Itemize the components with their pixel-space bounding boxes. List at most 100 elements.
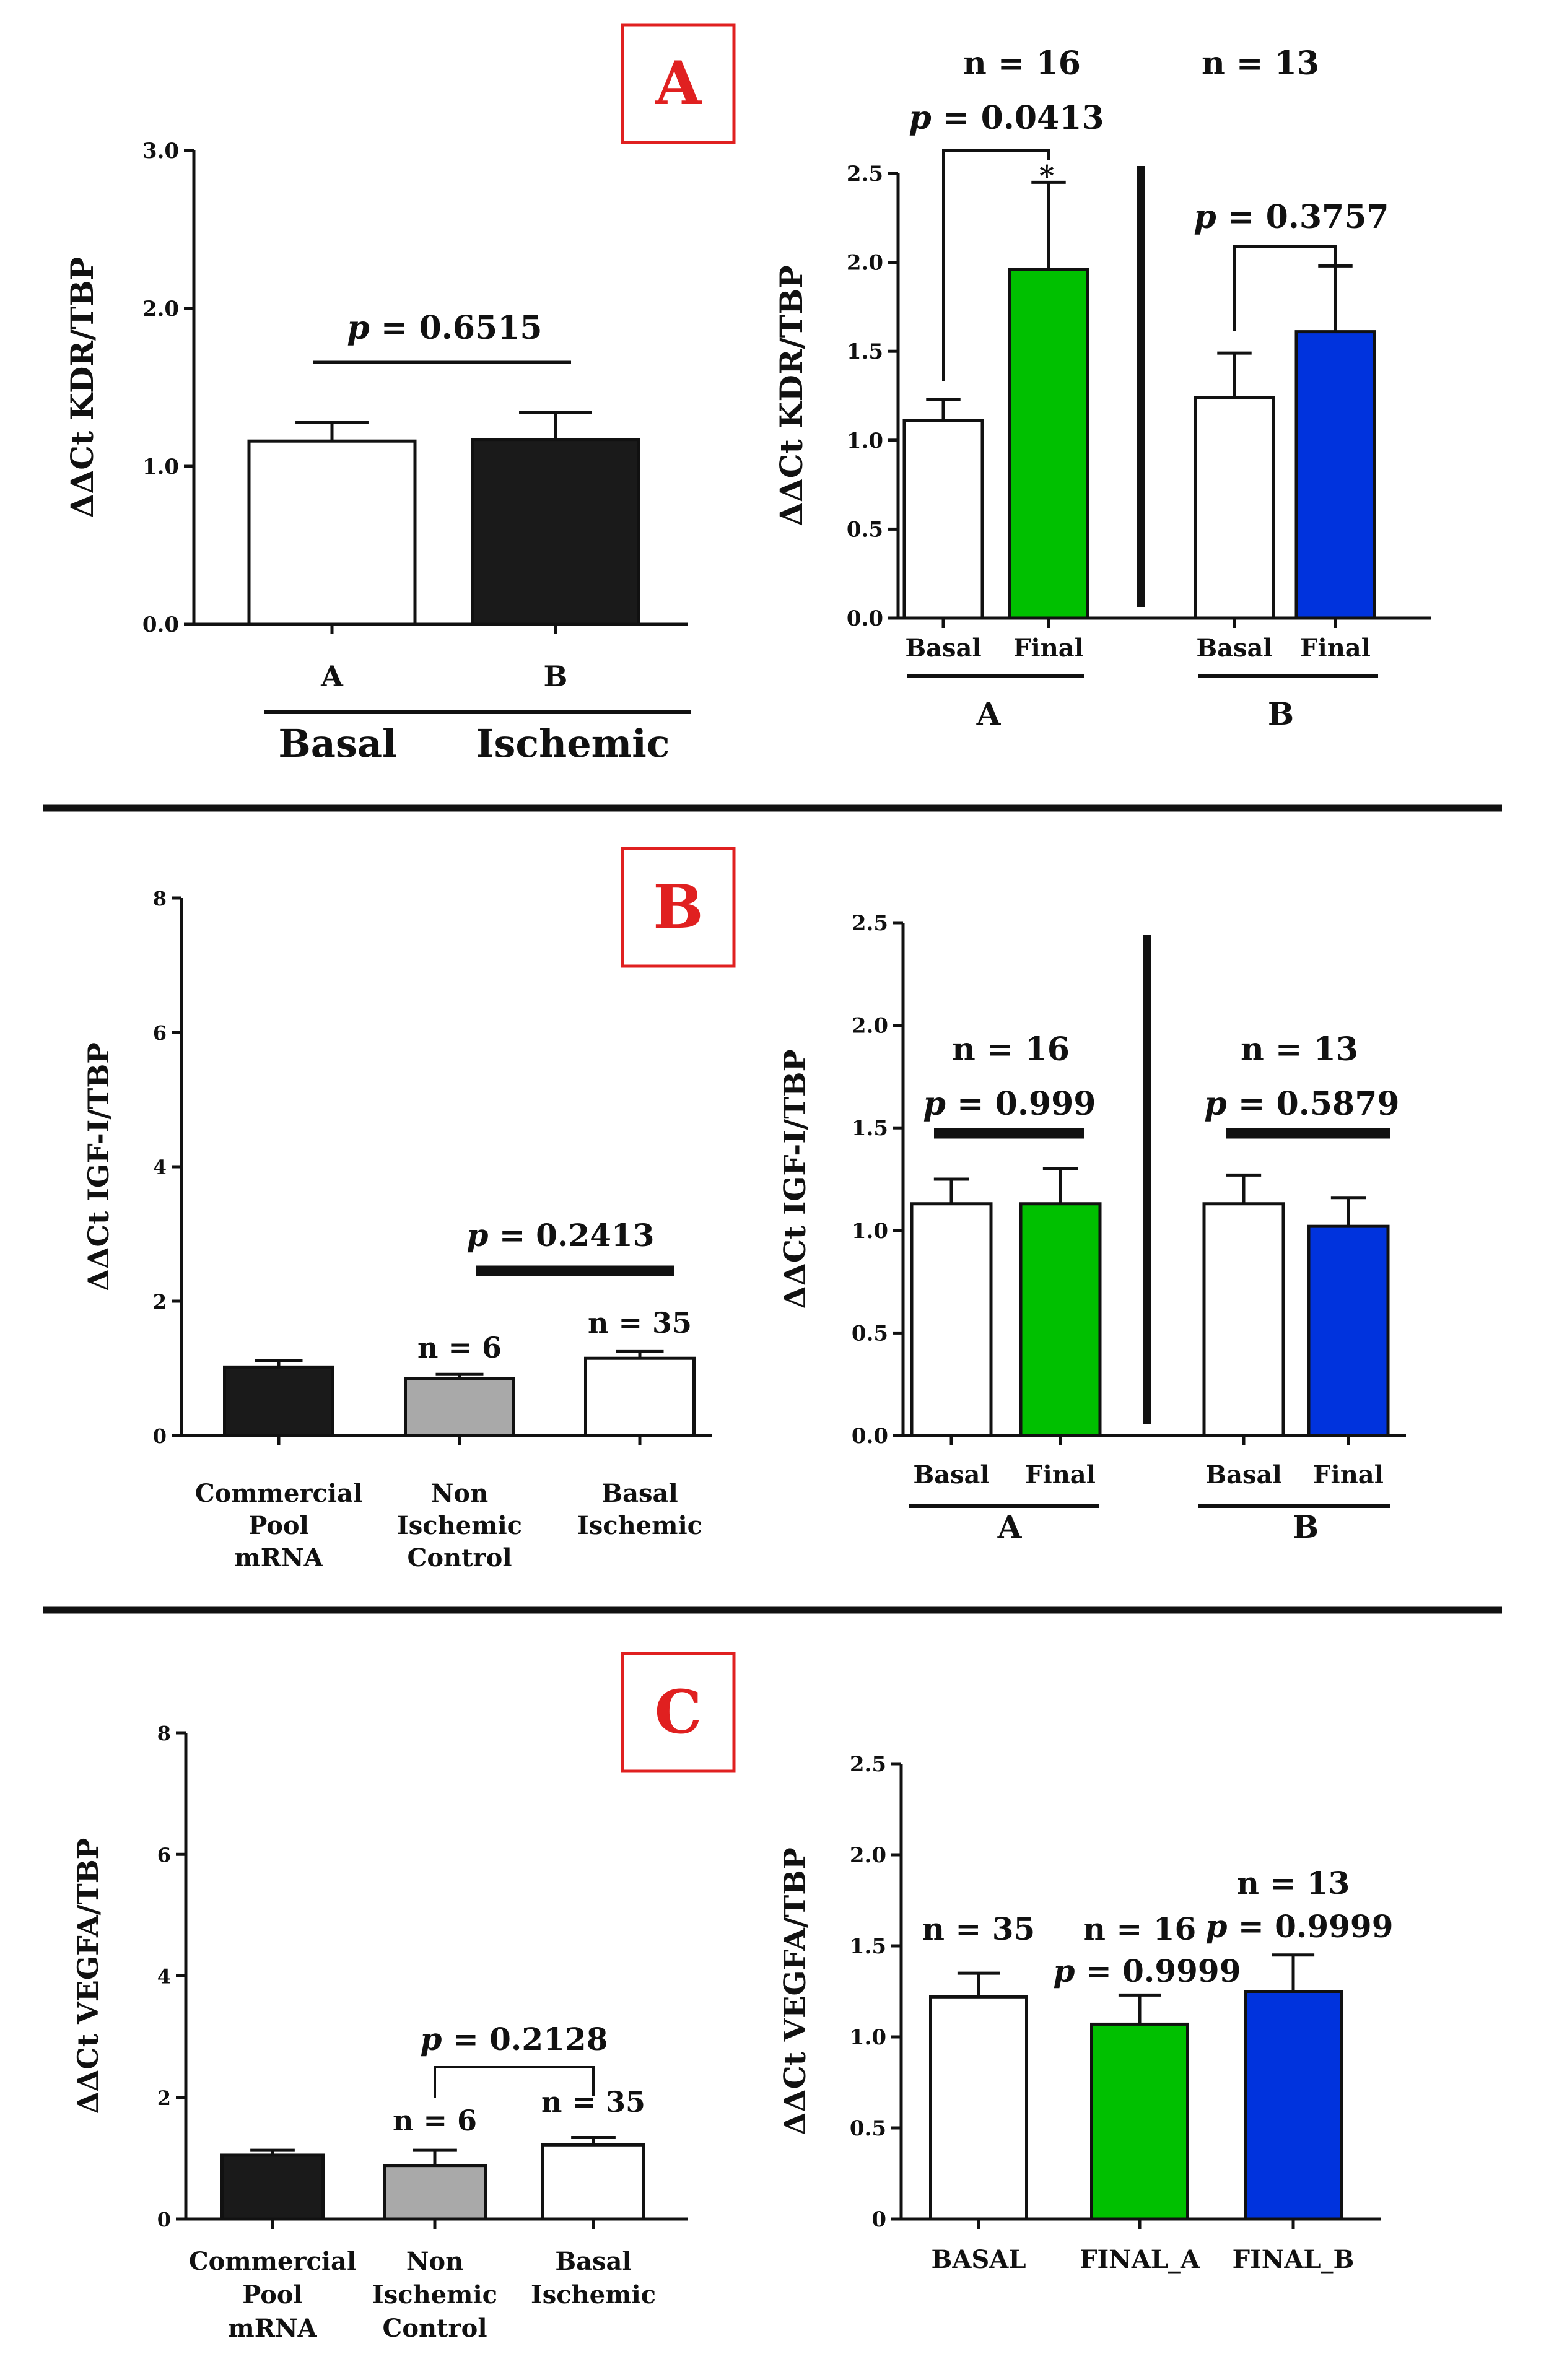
a-right-significance-star: * (1039, 159, 1054, 193)
b_left-y-tick-label: 0 (153, 1424, 167, 1448)
a-right-group-label: B (1268, 695, 1294, 732)
b_right-y-tick-label: 2.0 (852, 1014, 888, 1039)
b_left-y-tick-label: 8 (153, 887, 167, 910)
b-right-category-label: Final (1025, 1460, 1096, 1489)
c-right-n-label: n = 35 (922, 1911, 1036, 1947)
c-right-n-label: n = 13 (1237, 1865, 1350, 1901)
c_right-y-tick-label: 1.5 (850, 1934, 886, 1959)
c-left-category-label: Ischemic (531, 2280, 656, 2309)
b-right-category-label: Basal (1205, 1460, 1281, 1489)
b_right-y-axis-title: ΔΔCt IGF-I/TBP (778, 1049, 813, 1309)
panel-label-box (621, 1652, 736, 1773)
panel-label: B (653, 872, 703, 942)
b_left-bar-0 (223, 1365, 334, 1437)
b_right-y-tick-label: 2.5 (852, 911, 888, 936)
b_left-y-axis-title: ΔΔCt IGF-I/TBP (82, 1042, 115, 1291)
c_left-bar-2 (541, 2143, 645, 2221)
a_left-y-axis-title: ΔΔCt KDR/TBP (64, 257, 100, 518)
c_left-bar-1 (383, 2164, 487, 2221)
c-left-category-label: Control (382, 2314, 487, 2343)
a_right-y-tick-label: 2.5 (847, 162, 883, 186)
b-left-p-value: p = 0.2413 (466, 1217, 654, 1253)
c-left-category-label: Commercial (189, 2247, 356, 2276)
c_right-y-tick-label: 0 (871, 2207, 886, 2232)
a_right-bar-0 (902, 419, 984, 620)
a_right-bar-3 (1294, 330, 1376, 620)
a-left-p-value: p = 0.6515 (347, 309, 542, 347)
b_left-bar-1 (404, 1377, 515, 1437)
c-left-category-label: Non (406, 2247, 463, 2276)
c-right-category-label: FINAL_B (1233, 2245, 1355, 2274)
b-left-category-label: Non (431, 1479, 488, 1508)
b-left-category-label: Ischemic (577, 1511, 702, 1540)
b_left-y-tick-label: 4 (153, 1156, 167, 1179)
panel-label: A (655, 48, 702, 118)
a_left-y-tick-label: 3.0 (142, 139, 179, 163)
c-right-p-value: p = 0.9999 (1053, 1953, 1241, 1989)
c_right-y-tick-label: 2.0 (850, 1843, 886, 1868)
c-left-category-label: Ischemic (372, 2280, 497, 2309)
b_left-y-tick-label: 2 (153, 1290, 167, 1314)
a_left-y-tick-label: 2.0 (142, 297, 179, 321)
b-right-n-label: n = 13 (1241, 1031, 1358, 1068)
b-left-category-label: Basal (601, 1479, 678, 1508)
c_right-bar-2 (1244, 1990, 1343, 2221)
b_left-bar-2 (584, 1356, 696, 1437)
a_right-y-axis-title: ΔΔCt KDR/TBP (773, 265, 810, 526)
c_left-y-axis-title: ΔΔCt VEGFA/TBP (71, 1838, 105, 2114)
a-right-p-bracket-2 (1233, 245, 1337, 331)
c_right-y-axis-title: ΔΔCt VEGFA/TBP (778, 1847, 813, 2135)
b_right-bar-0 (910, 1202, 993, 1437)
c-left-category-label: mRNA (228, 2314, 317, 2343)
c_left-bar-0 (220, 2153, 325, 2221)
a-left-category-label: B (544, 660, 568, 693)
panel-label-box (621, 847, 736, 968)
a-left-group-label: Basal (278, 721, 396, 766)
c_right-y-tick-label: 0.5 (850, 2116, 886, 2141)
a_left-bar-1 (471, 438, 640, 626)
c-left-p-bracket (434, 2066, 595, 2098)
c-right-n-label: n = 16 (1083, 1911, 1197, 1947)
a-right-category-label: Final (1300, 634, 1371, 663)
a_left-y-tick-label: 1.0 (142, 455, 179, 479)
b_right-bar-3 (1307, 1224, 1390, 1437)
a-right-category-label: Basal (1196, 634, 1272, 663)
a-right-group-label: A (976, 695, 1002, 732)
b-left-category-label: Commercial (195, 1479, 362, 1508)
c-right-p-value: p = 0.9999 (1205, 1908, 1393, 1945)
b_right-bar-1 (1019, 1202, 1102, 1437)
b-right-group-label: A (997, 1509, 1023, 1545)
c-right-category-label: FINAL_A (1080, 2245, 1200, 2274)
c_left-y-tick-label: 6 (157, 1843, 171, 1867)
b-left-n-label: n = 6 (417, 1331, 502, 1364)
c-right-category-label: BASAL (932, 2245, 1026, 2274)
c_right-y-tick-label: 2.5 (850, 1752, 886, 1777)
b-right-group-label: B (1293, 1509, 1319, 1545)
a_right-bar-2 (1194, 396, 1275, 620)
a_right-y-tick-label: 1.0 (847, 429, 883, 453)
a-left-category-label: A (320, 660, 344, 693)
panel-label: C (655, 1677, 702, 1747)
b-right-p-value: p = 0.5879 (1204, 1085, 1399, 1123)
a_right-y-tick-label: 0.5 (847, 517, 883, 542)
a-right-category-label: Final (1013, 634, 1084, 663)
b_right-bar-2 (1202, 1202, 1285, 1437)
a_right-y-tick-label: 1.5 (847, 339, 883, 364)
a-right-p-value: p = 0.3757 (1194, 198, 1389, 236)
b-right-p-value: p = 0.999 (923, 1085, 1096, 1123)
b-left-category-label: mRNA (234, 1543, 323, 1572)
a_left-y-tick-label: 0.0 (142, 612, 179, 637)
c-left-category-label: Pool (242, 2280, 303, 2309)
a_right-y-tick-label: 2.0 (847, 251, 883, 276)
a-right-category-label: Basal (905, 634, 981, 663)
b-left-category-label: Ischemic (397, 1511, 522, 1540)
c-left-p-value: p = 0.2128 (420, 2021, 608, 2057)
b-left-category-label: Pool (248, 1511, 309, 1540)
c_left-y-tick-label: 2 (157, 2086, 171, 2110)
panel-label-box (621, 23, 736, 144)
b-right-category-label: Basal (913, 1460, 989, 1489)
c_right-bar-1 (1090, 2022, 1189, 2221)
b_right-y-tick-label: 0.0 (852, 1424, 888, 1449)
b_right-y-tick-label: 1.5 (852, 1116, 888, 1141)
